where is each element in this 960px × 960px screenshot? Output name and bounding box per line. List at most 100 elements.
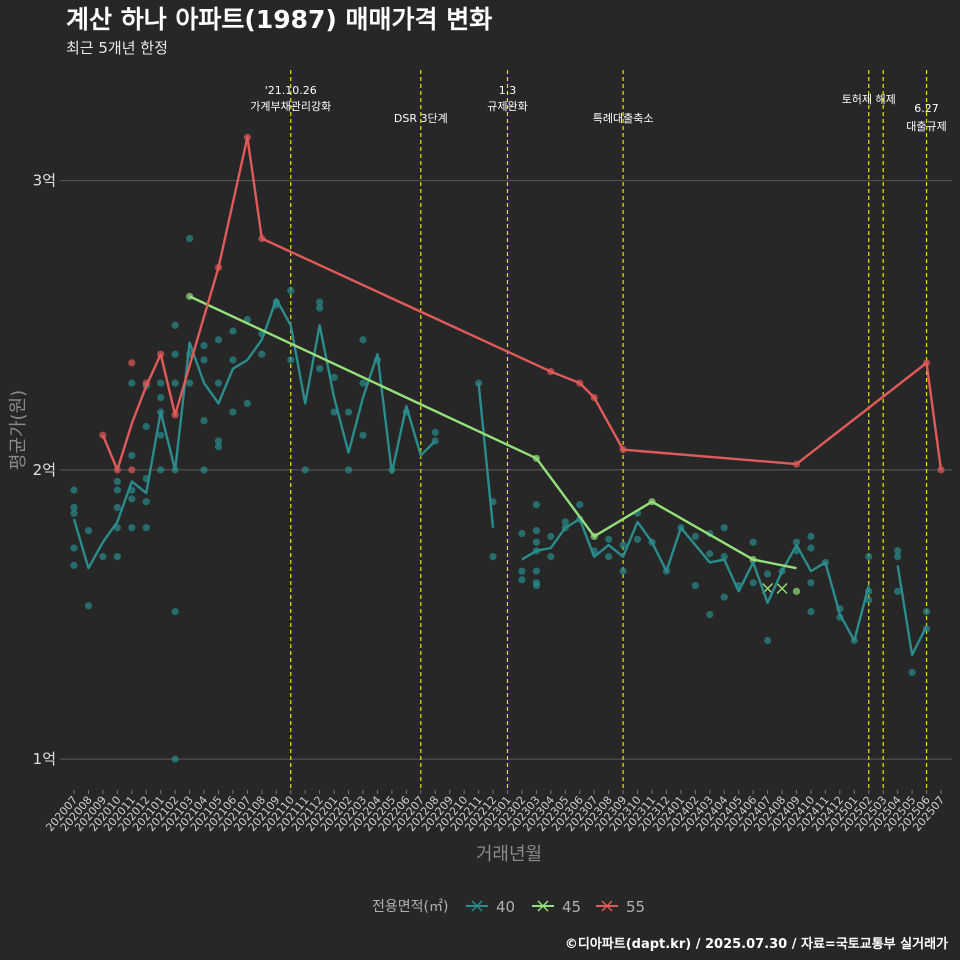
page-title: 계산 하나 아파트(1987) 매매가격 변화 [66, 5, 492, 34]
legend-item-55: 55 [596, 898, 645, 916]
data-point-40 [619, 541, 627, 549]
data-point-40 [171, 607, 179, 616]
data-point-40 [344, 408, 353, 416]
data-point-40 [128, 524, 136, 532]
data-point-40 [691, 532, 699, 540]
data-point-40 [792, 538, 801, 546]
data-point-40 [894, 587, 902, 595]
data-point-40 [70, 561, 78, 569]
data-point-40 [229, 327, 237, 335]
data-point-40 [359, 379, 367, 387]
data-point-40 [157, 431, 165, 439]
series-line-40 [896, 565, 928, 657]
legend-title: 전용면적(㎡) [372, 899, 448, 915]
data-point-40 [764, 636, 772, 645]
y-axis-title: 평균가(원) [8, 390, 29, 470]
legend: 전용면적(㎡) 40 45 55 [372, 898, 645, 916]
data-point-40 [894, 553, 902, 561]
event-label: 토허제 해제 [842, 92, 896, 106]
event-label: 1.3 [499, 84, 517, 97]
data-point-40 [171, 321, 179, 329]
data-point-40 [807, 544, 815, 552]
data-point-40 [316, 365, 324, 373]
data-point-40 [243, 399, 251, 407]
data-point-40 [229, 408, 237, 416]
data-point-40 [359, 431, 367, 439]
data-point-40 [128, 495, 136, 503]
data-point-40 [576, 500, 584, 509]
data-point-40 [157, 466, 165, 474]
data-point-40 [865, 596, 873, 604]
data-point-40 [807, 579, 815, 587]
data-point-40 [807, 532, 815, 540]
data-point-40 [84, 527, 93, 535]
legend-label: 40 [496, 898, 515, 916]
data-point-40 [113, 553, 121, 561]
event-label: DSR 3단계 [394, 112, 448, 125]
data-point-40 [894, 547, 902, 555]
data-point-40 [157, 393, 165, 402]
data-point-40 [128, 451, 136, 460]
data-point-40 [330, 373, 338, 381]
legend-cross [601, 900, 613, 912]
data-point-40 [214, 443, 223, 451]
data-point-40 [214, 336, 223, 344]
data-point-40 [344, 466, 353, 474]
data-point-45 [792, 587, 801, 595]
data-point-40 [200, 466, 208, 474]
data-point-40 [720, 593, 728, 601]
legend-cross [471, 900, 483, 912]
x-axis-title: 거래년월 [476, 844, 542, 865]
data-point-40 [908, 668, 916, 676]
event-label: 대출규제 [906, 120, 946, 133]
series-line-55 [101, 136, 943, 472]
page-subtitle: 최근 5개년 한정 [66, 39, 168, 57]
event-label: 특례대출축소 [593, 112, 654, 125]
cross-stroke [776, 582, 788, 594]
data-point-40 [99, 553, 107, 561]
legend-label: 55 [626, 898, 645, 916]
data-point-40 [518, 529, 526, 538]
data-point-40 [807, 607, 815, 616]
legend-label: 45 [562, 898, 581, 916]
data-point-40 [619, 567, 627, 575]
data-point-40 [720, 553, 728, 561]
data-point-40 [749, 579, 757, 587]
data-point-40 [633, 535, 642, 543]
data-point-40 [171, 350, 179, 358]
x-axis-ticks: 2020072020082020092020102020112020122021… [43, 790, 947, 834]
data-point-40 [532, 567, 541, 575]
y-tick-label: 1억 [33, 750, 56, 768]
data-point-40 [214, 437, 223, 445]
data-point-40 [171, 379, 179, 387]
data-point-40 [518, 567, 526, 575]
series-lines [72, 136, 943, 657]
cross-point-45 [776, 582, 788, 594]
data-point-40 [70, 544, 78, 552]
data-point-40 [605, 553, 613, 561]
data-point-40 [142, 422, 150, 431]
data-point-40 [142, 498, 150, 506]
data-point-40 [258, 350, 266, 358]
y-axis-ticks: 1억 2억 3억 [33, 172, 56, 768]
data-point-40 [287, 356, 295, 364]
event-label: '21.10.26 [265, 84, 317, 97]
data-point-40 [70, 486, 78, 494]
data-point-40 [922, 607, 931, 616]
data-point-40 [70, 503, 78, 512]
data-point-40 [518, 576, 526, 584]
series-line-40 [477, 383, 495, 528]
y-tick-label: 3억 [33, 172, 56, 190]
data-point-40 [301, 466, 309, 474]
data-point-55 [128, 359, 136, 367]
data-point-40 [532, 527, 541, 535]
data-point-40 [171, 755, 179, 763]
event-label: 6.27 [914, 102, 939, 115]
data-point-40 [359, 336, 367, 344]
data-point-40 [200, 356, 208, 364]
data-point-40 [186, 234, 194, 243]
data-point-40 [547, 553, 555, 561]
